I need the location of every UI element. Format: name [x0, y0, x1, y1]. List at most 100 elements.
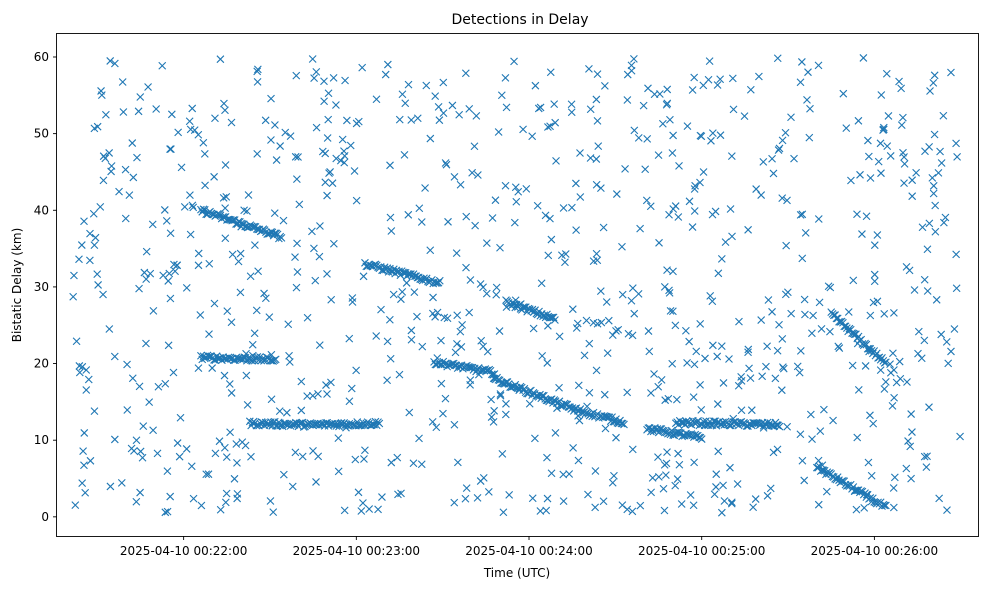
- data-point: [947, 347, 955, 356]
- data-point: [787, 113, 795, 122]
- data-point: [531, 434, 539, 443]
- data-point: [603, 349, 612, 357]
- data-point: [458, 320, 467, 329]
- data-point: [166, 229, 175, 238]
- data-point: [462, 212, 471, 221]
- data-point: [713, 352, 722, 361]
- data-point: [525, 399, 534, 408]
- data-point: [320, 77, 328, 86]
- data-point: [764, 296, 773, 304]
- data-point: [267, 94, 275, 103]
- data-point: [907, 410, 916, 418]
- data-point: [323, 134, 332, 142]
- data-point: [884, 112, 893, 120]
- data-point: [194, 249, 203, 258]
- data-point: [600, 82, 609, 90]
- data-point: [359, 499, 367, 507]
- data-point: [163, 467, 172, 476]
- data-point: [842, 124, 851, 133]
- data-point: [269, 508, 278, 517]
- data-point: [895, 77, 903, 86]
- data-point: [877, 91, 886, 99]
- data-point: [505, 491, 514, 499]
- data-point: [866, 311, 875, 320]
- data-point: [297, 377, 306, 386]
- data-point: [340, 147, 348, 156]
- data-point: [221, 161, 230, 169]
- data-point: [546, 68, 555, 77]
- data-point: [462, 263, 470, 272]
- data-point: [275, 407, 284, 416]
- data-point: [236, 249, 245, 258]
- data-point: [473, 171, 482, 179]
- data-point: [796, 430, 805, 439]
- data-point: [253, 78, 262, 86]
- data-point: [781, 128, 790, 137]
- data-point: [727, 499, 736, 508]
- data-point: [442, 160, 451, 169]
- data-point: [699, 168, 708, 176]
- data-point: [555, 383, 563, 392]
- data-point: [476, 477, 485, 485]
- data-point: [668, 359, 677, 368]
- data-point: [900, 179, 908, 188]
- data-point: [574, 456, 583, 465]
- data-point: [666, 306, 675, 315]
- data-point: [208, 364, 217, 372]
- data-point: [899, 113, 907, 122]
- data-point: [778, 334, 787, 343]
- data-point: [211, 449, 220, 458]
- data-point: [288, 482, 297, 491]
- data-point: [569, 444, 578, 452]
- data-point: [123, 406, 132, 414]
- data-point: [822, 487, 831, 496]
- data-point: [501, 73, 510, 82]
- data-point: [713, 81, 722, 89]
- data-point: [152, 105, 161, 113]
- data-point: [428, 418, 437, 426]
- data-point: [688, 86, 697, 94]
- data-point: [519, 125, 527, 134]
- data-point: [829, 416, 837, 425]
- data-point: [544, 321, 552, 330]
- data-point: [161, 379, 170, 388]
- data-point: [870, 241, 879, 250]
- data-point: [685, 337, 694, 346]
- data-point: [422, 81, 431, 90]
- data-point: [690, 458, 699, 467]
- data-point: [796, 78, 805, 87]
- data-point: [804, 68, 812, 77]
- data-point: [814, 500, 823, 509]
- data-point: [315, 341, 324, 349]
- data-point: [889, 308, 898, 317]
- data-point: [647, 389, 655, 397]
- data-point: [726, 205, 735, 213]
- data-point: [276, 142, 285, 150]
- data-point: [880, 309, 889, 318]
- data-point: [654, 151, 663, 159]
- data-point: [716, 131, 725, 140]
- data-point: [858, 230, 866, 238]
- data-point: [657, 376, 666, 384]
- data-point: [75, 362, 84, 370]
- data-point: [134, 107, 143, 116]
- data-point: [327, 378, 335, 387]
- data-point: [536, 507, 545, 515]
- data-point: [435, 116, 444, 125]
- data-point: [404, 80, 413, 89]
- data-point: [740, 112, 749, 121]
- data-point: [271, 229, 279, 238]
- data-point: [471, 221, 480, 230]
- data-point: [498, 449, 507, 458]
- data-point: [354, 488, 363, 497]
- data-point: [612, 433, 620, 442]
- data-point: [253, 65, 262, 74]
- data-point: [329, 73, 338, 82]
- data-point: [751, 495, 760, 503]
- data-point: [267, 136, 275, 144]
- data-point: [190, 126, 199, 135]
- data-point: [819, 405, 828, 414]
- data-point: [561, 258, 569, 267]
- data-point: [316, 222, 324, 230]
- data-point: [850, 330, 859, 339]
